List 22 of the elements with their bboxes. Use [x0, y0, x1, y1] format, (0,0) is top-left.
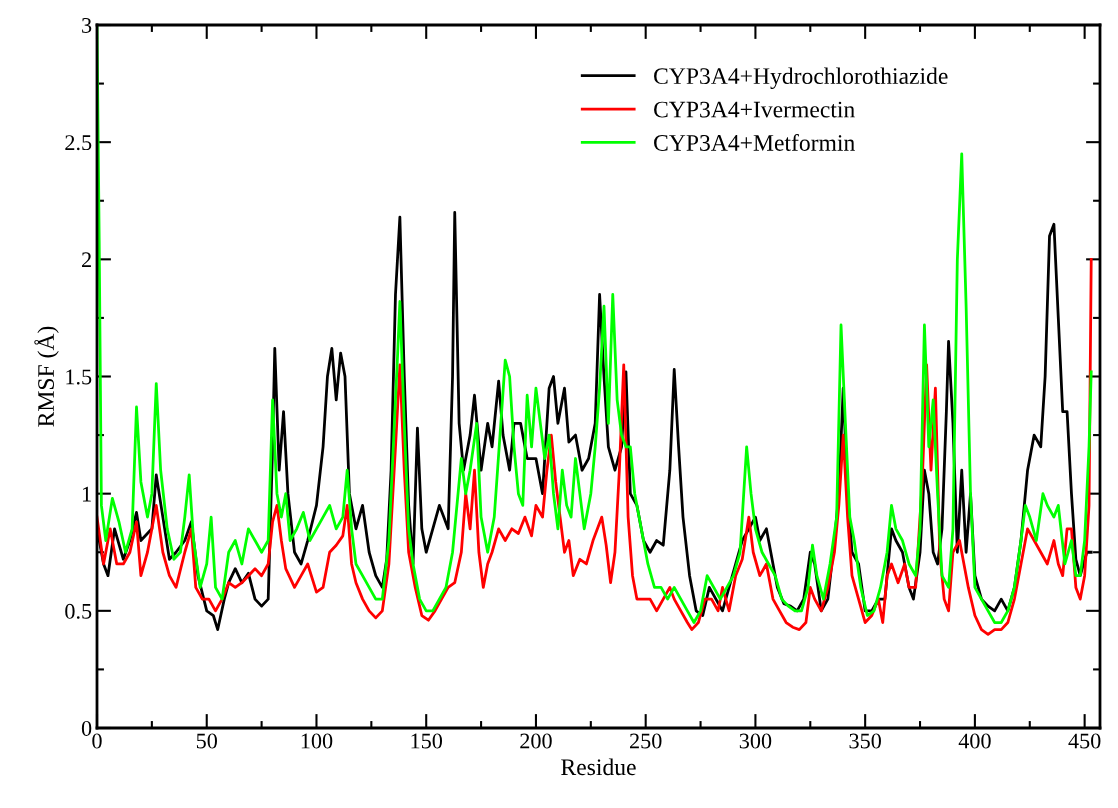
x-tick-label: 50	[196, 733, 217, 749]
legend-label: CYP3A4+Ivermectin	[654, 101, 855, 118]
y-tick-label: 1.5	[66, 369, 92, 385]
y-tick-label: 2	[82, 252, 91, 268]
x-tick-label: 0	[92, 733, 102, 749]
x-tick-label: 200	[520, 733, 552, 749]
legend-label: CYP3A4+Metformin	[654, 134, 855, 151]
legend-label: CYP3A4+Hydrochlorothiazide	[654, 67, 948, 89]
x-tick-label: 450	[1068, 733, 1101, 749]
x-tick-label: 250	[630, 733, 662, 749]
y-tick-label: 2.5	[65, 135, 92, 151]
y-tick-label: 3	[82, 17, 92, 33]
x-tick-label: 350	[849, 733, 881, 749]
y-axis-title: RMSF (Å)	[34, 326, 59, 427]
x-tick-label: 400	[958, 733, 991, 749]
x-tick-label: 100	[301, 733, 333, 749]
x-axis-title: Residue	[561, 758, 636, 776]
y-tick-label: 0.5	[65, 603, 92, 619]
x-tick-label: 300	[739, 733, 772, 749]
y-tick-label: 1	[82, 486, 91, 502]
x-tick-label: 150	[411, 733, 443, 749]
y-tick-label: 0	[81, 720, 92, 736]
